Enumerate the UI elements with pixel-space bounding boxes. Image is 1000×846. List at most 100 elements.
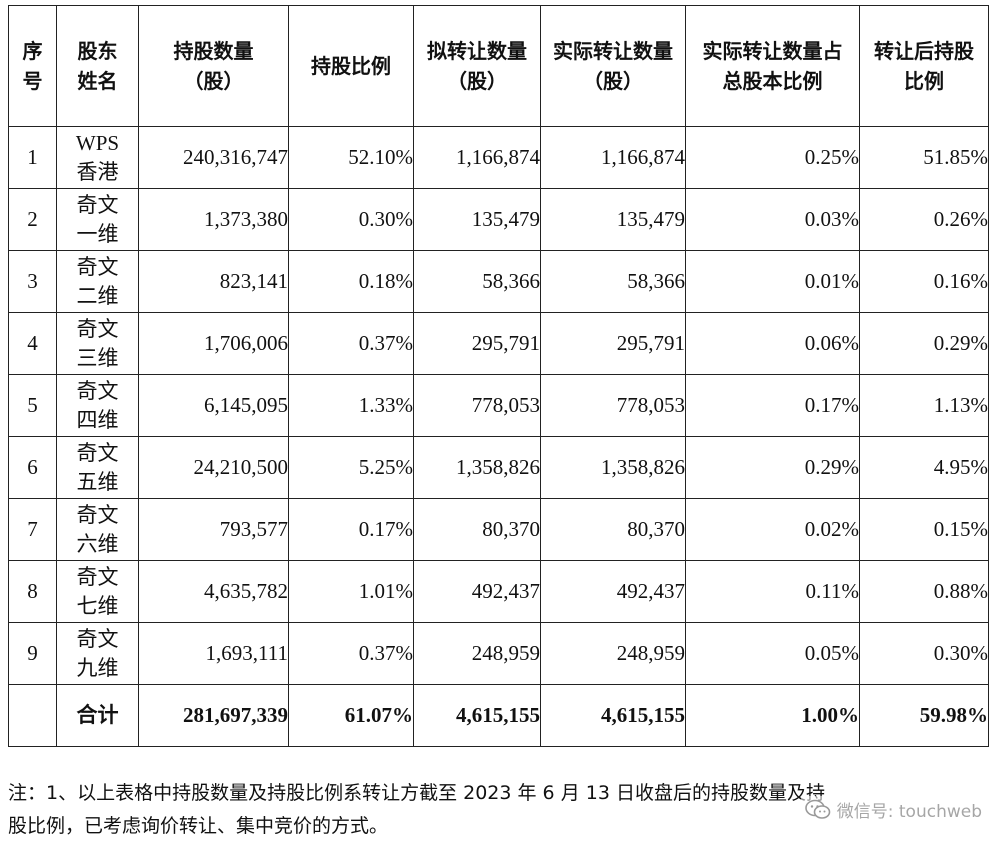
post-transfer-ratio-cell: 0.30% xyxy=(859,622,989,685)
holding-ratio-cell: 0.37% xyxy=(288,622,414,685)
post-transfer-ratio-cell: 0.88% xyxy=(859,560,989,623)
post-transfer-ratio-cell: 4.95% xyxy=(859,436,989,499)
total-planned: 4,615,155 xyxy=(413,684,541,747)
row-index-cell: 4 xyxy=(8,312,57,375)
total-index-cell xyxy=(8,684,57,747)
header-shares-held: 持股数量（股） xyxy=(138,5,289,127)
shareholder-name-line-2: 九维 xyxy=(76,655,119,680)
actual-transfer-ratio-cell: 0.03% xyxy=(685,188,860,251)
row-index-cell: 5 xyxy=(8,374,57,437)
actual-transfer-ratio-cell: 0.01% xyxy=(685,250,860,313)
row-index-cell: 9 xyxy=(8,622,57,685)
table-body: 1 WPS 香港 240,316,747 52.10% 1,166,874 1,166,87… xyxy=(8,126,989,685)
shareholder-name-line-2: 七维 xyxy=(76,593,119,618)
header-actual-transfer-ratio: 实际转让数量占总股本比例 xyxy=(685,5,860,127)
actual-transfer-cell: 778,053 xyxy=(540,374,686,437)
shareholder-name-line-1: 奇文 xyxy=(76,626,119,651)
shareholder-name-line-1: 奇文 xyxy=(76,192,119,217)
shareholder-name-line-2: 二维 xyxy=(76,283,119,308)
holding-ratio-cell: 1.33% xyxy=(288,374,414,437)
table-header: 序号 股东姓名 持股数量（股） 持股比例 拟转让数量（股） 实际转让数量（股） … xyxy=(8,5,989,127)
shares-held-cell: 240,316,747 xyxy=(138,126,289,189)
wechat-icon xyxy=(804,799,831,821)
shareholder-name-cell: WPS 香港 xyxy=(56,126,139,189)
holding-ratio-cell: 1.01% xyxy=(288,560,414,623)
header-holding-ratio: 持股比例 xyxy=(288,5,414,127)
actual-transfer-cell: 135,479 xyxy=(540,188,686,251)
planned-transfer-cell: 778,053 xyxy=(413,374,541,437)
footnote-line-1: 注：1、以上表格中持股数量及持股比例系转让方截至 2023 年 6 月 13 日… xyxy=(8,782,825,804)
actual-transfer-cell: 492,437 xyxy=(540,560,686,623)
planned-transfer-cell: 1,166,874 xyxy=(413,126,541,189)
shareholder-name-line-1: WPS xyxy=(75,130,120,155)
shareholder-name-cell: 奇文 四维 xyxy=(56,374,139,437)
actual-transfer-ratio-cell: 0.29% xyxy=(685,436,860,499)
actual-transfer-cell: 1,358,826 xyxy=(540,436,686,499)
shareholder-name-line-1: 奇文 xyxy=(76,502,119,527)
row-index-cell: 6 xyxy=(8,436,57,499)
total-shares: 281,697,339 xyxy=(138,684,289,747)
shareholder-name-line-2: 六维 xyxy=(76,531,119,556)
total-ratio: 61.07% xyxy=(288,684,414,747)
table-row: 3 奇文 二维 823,141 0.18% 58,366 58,366 0.01% 0.16% xyxy=(8,250,989,313)
planned-transfer-cell: 295,791 xyxy=(413,312,541,375)
row-index-cell: 3 xyxy=(8,250,57,313)
row-index-cell: 2 xyxy=(8,188,57,251)
actual-transfer-ratio-cell: 0.02% xyxy=(685,498,860,561)
shareholder-name-cell: 奇文 七维 xyxy=(56,560,139,623)
total-actual-ratio: 1.00% xyxy=(685,684,860,747)
actual-transfer-ratio-cell: 0.11% xyxy=(685,560,860,623)
shareholder-name-line-2: 香港 xyxy=(76,159,119,184)
holding-ratio-cell: 5.25% xyxy=(288,436,414,499)
planned-transfer-cell: 58,366 xyxy=(413,250,541,313)
header-shareholder-name: 股东姓名 xyxy=(56,5,139,127)
shares-held-cell: 1,693,111 xyxy=(138,622,289,685)
shareholder-name-cell: 奇文 三维 xyxy=(56,312,139,375)
shareholder-name-line-1: 奇文 xyxy=(76,378,119,403)
total-label: 合计 xyxy=(56,684,139,747)
table-row: 1 WPS 香港 240,316,747 52.10% 1,166,874 1,166,87… xyxy=(8,126,989,189)
shareholder-name-cell: 奇文 九维 xyxy=(56,622,139,685)
total-actual: 4,615,155 xyxy=(540,684,686,747)
table-row: 8 奇文 七维 4,635,782 1.01% 492,437 492,437 0.11% 0.… xyxy=(8,560,989,623)
watermark-text: 微信号: touchweb xyxy=(836,802,982,822)
actual-transfer-ratio-cell: 0.06% xyxy=(685,312,860,375)
table-row: 4 奇文 三维 1,706,006 0.37% 295,791 295,791 0.06% 0.… xyxy=(8,312,989,375)
shareholder-name-line-1: 奇文 xyxy=(76,564,119,589)
row-index-cell: 8 xyxy=(8,560,57,623)
holding-ratio-cell: 0.18% xyxy=(288,250,414,313)
planned-transfer-cell: 1,358,826 xyxy=(413,436,541,499)
holding-ratio-cell: 52.10% xyxy=(288,126,414,189)
shareholder-name-line-2: 三维 xyxy=(76,345,119,370)
actual-transfer-cell: 58,366 xyxy=(540,250,686,313)
actual-transfer-ratio-cell: 0.25% xyxy=(685,126,860,189)
post-transfer-ratio-cell: 0.26% xyxy=(859,188,989,251)
planned-transfer-cell: 80,370 xyxy=(413,498,541,561)
footnote-line-2: 股比例，已考虑询价转让、集中竞价的方式。 xyxy=(8,815,389,837)
table-row: 7 奇文 六维 793,577 0.17% 80,370 80,370 0.02% 0.15% xyxy=(8,498,989,561)
shares-held-cell: 6,145,095 xyxy=(138,374,289,437)
planned-transfer-cell: 135,479 xyxy=(413,188,541,251)
shareholder-name-cell: 奇文 六维 xyxy=(56,498,139,561)
shareholder-name-line-2: 四维 xyxy=(76,407,119,432)
table-row: 5 奇文 四维 6,145,095 1.33% 778,053 778,053 0.17% 1.… xyxy=(8,374,989,437)
shares-held-cell: 1,373,380 xyxy=(138,188,289,251)
actual-transfer-ratio-cell: 0.05% xyxy=(685,622,860,685)
shares-held-cell: 24,210,500 xyxy=(138,436,289,499)
shareholder-name-line-1: 奇文 xyxy=(76,254,119,279)
planned-transfer-cell: 248,959 xyxy=(413,622,541,685)
post-transfer-ratio-cell: 0.16% xyxy=(859,250,989,313)
table-total-row: 合计 281,697,339 61.07% 4,615,155 4,615,15… xyxy=(8,684,989,747)
holding-ratio-cell: 0.30% xyxy=(288,188,414,251)
row-index-cell: 7 xyxy=(8,498,57,561)
shares-held-cell: 1,706,006 xyxy=(138,312,289,375)
holding-ratio-cell: 0.37% xyxy=(288,312,414,375)
holding-ratio-cell: 0.17% xyxy=(288,498,414,561)
footnote: 注：1、以上表格中持股数量及持股比例系转让方截至 2023 年 6 月 13 日… xyxy=(8,777,993,843)
header-index: 序号 xyxy=(8,5,57,127)
total-after-ratio: 59.98% xyxy=(859,684,989,747)
header-planned-transfer: 拟转让数量（股） xyxy=(413,5,541,127)
post-transfer-ratio-cell: 0.15% xyxy=(859,498,989,561)
header-post-transfer-ratio: 转让后持股比例 xyxy=(859,5,989,127)
shareholder-name-cell: 奇文 五维 xyxy=(56,436,139,499)
